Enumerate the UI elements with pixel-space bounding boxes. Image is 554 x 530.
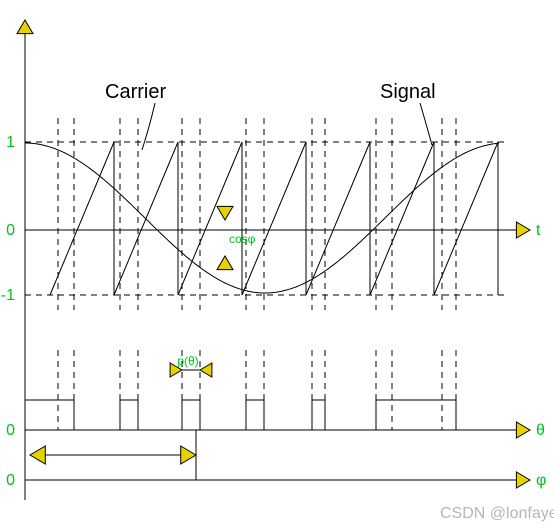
signal-curve: [25, 143, 499, 293]
pulse-train: [25, 400, 505, 430]
top-ytick-label: 0: [6, 222, 15, 239]
cosphi-arrow-up-icon: [217, 256, 233, 270]
top-x-axis-arrow-icon: [516, 222, 530, 238]
top-x-label: t: [536, 222, 541, 239]
top-y-axis-arrow-icon: [17, 20, 33, 34]
top-ytick-label: -1: [1, 287, 15, 304]
phi-arrow-right-icon: [181, 446, 196, 464]
bot-ytick-label: 0: [6, 472, 15, 489]
signal-leader: [420, 103, 432, 145]
carrier-leader: [142, 103, 155, 150]
mid-x-axis-arrow-icon: [516, 422, 530, 438]
cosphi-label: cosφ: [229, 232, 256, 246]
ptheta-arrow-left-icon: [200, 363, 212, 377]
phi-arrow-left-icon: [30, 446, 45, 464]
mid-ytick-label: 0: [6, 422, 15, 439]
bot-x-label: φ: [536, 472, 546, 489]
watermark-text: CSDN @lonfaye: [440, 505, 554, 522]
signal-label: Signal: [380, 81, 436, 103]
ptheta-label: p(θ): [177, 354, 198, 368]
top-ytick-label: 1: [6, 134, 15, 151]
cosphi-arrow-down-icon: [217, 206, 233, 220]
carrier-label: Carrier: [105, 81, 166, 103]
bot-x-axis-arrow-icon: [516, 472, 530, 488]
mid-x-label: θ: [536, 422, 545, 439]
carrier-curve: [50, 142, 498, 295]
